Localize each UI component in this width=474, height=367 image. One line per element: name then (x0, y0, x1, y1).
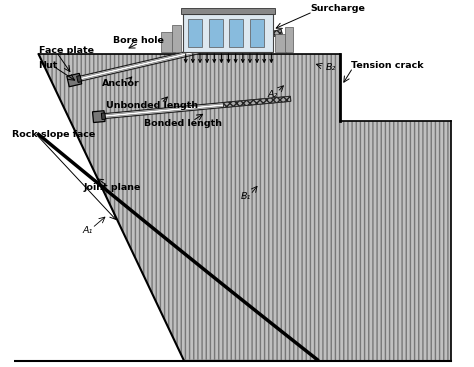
FancyBboxPatch shape (173, 25, 181, 52)
Polygon shape (223, 97, 291, 108)
FancyBboxPatch shape (183, 14, 273, 52)
Polygon shape (99, 97, 291, 119)
Polygon shape (209, 29, 282, 51)
Text: A₁: A₁ (82, 226, 93, 235)
Polygon shape (101, 113, 106, 120)
Text: Face plate: Face plate (38, 46, 93, 55)
Text: Rock slope face: Rock slope face (12, 130, 95, 139)
Text: A₂: A₂ (267, 90, 278, 99)
Text: Bore hole: Bore hole (113, 36, 164, 45)
Text: B₁: B₁ (241, 192, 251, 201)
Text: Tension crack: Tension crack (351, 61, 423, 70)
Text: B₂: B₂ (326, 63, 336, 72)
FancyBboxPatch shape (181, 8, 275, 14)
FancyBboxPatch shape (188, 18, 202, 47)
Polygon shape (67, 73, 82, 87)
FancyBboxPatch shape (250, 18, 264, 47)
FancyBboxPatch shape (229, 18, 244, 47)
Text: Bonded length: Bonded length (145, 119, 222, 128)
Polygon shape (38, 54, 451, 361)
FancyBboxPatch shape (209, 18, 223, 47)
Text: Unbonded length: Unbonded length (106, 101, 198, 110)
Polygon shape (77, 76, 82, 83)
Polygon shape (73, 29, 282, 83)
FancyBboxPatch shape (161, 32, 174, 52)
Polygon shape (92, 111, 105, 123)
Text: Surcharge: Surcharge (310, 4, 365, 13)
FancyBboxPatch shape (285, 28, 293, 52)
Text: Joint plane: Joint plane (83, 184, 141, 192)
FancyBboxPatch shape (275, 34, 286, 52)
Text: Anchor: Anchor (102, 79, 140, 88)
Text: Nut: Nut (38, 61, 58, 70)
